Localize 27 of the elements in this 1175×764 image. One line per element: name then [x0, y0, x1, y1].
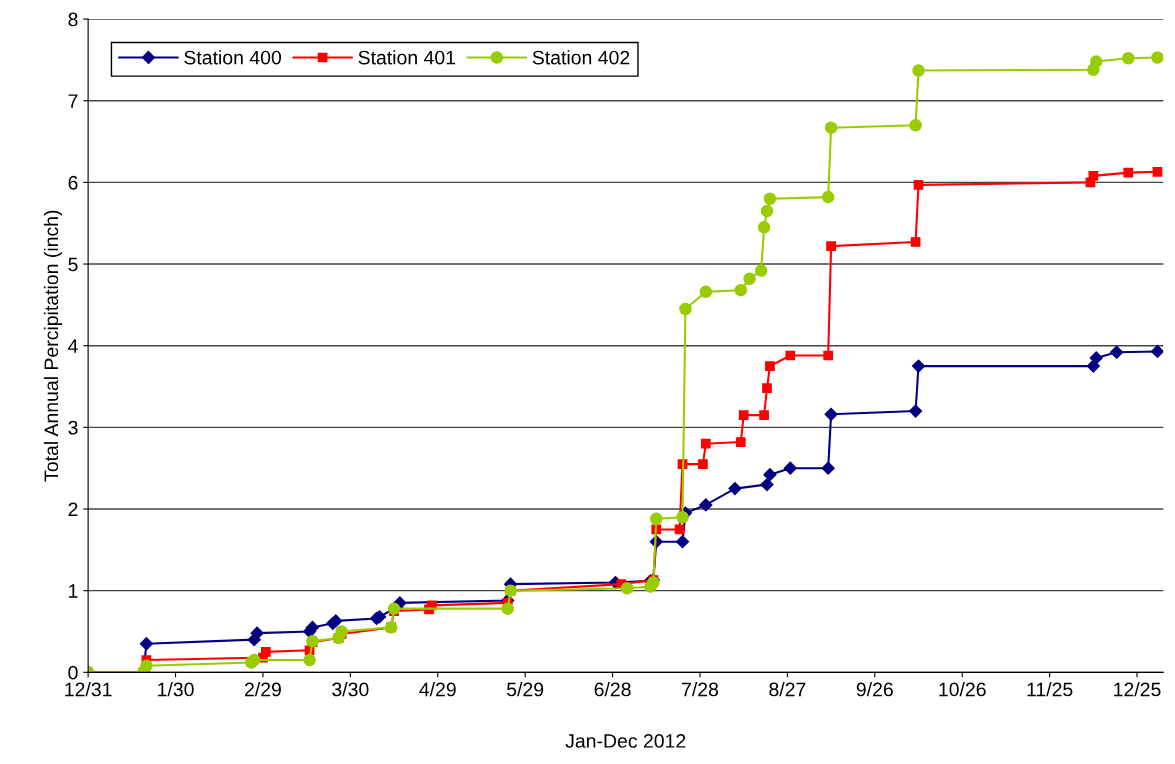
x-tick-label: 5/29	[507, 682, 544, 697]
y-axis-title: Total Annual Percipitation (inch)	[43, 210, 63, 482]
x-tick-label: 2/29	[245, 682, 281, 697]
y-tick-label: 2	[68, 502, 78, 517]
y-tick-label: 0	[68, 665, 78, 680]
y-tick-label: 1	[69, 584, 78, 598]
x-axis-title: Jan-Dec 2012	[565, 734, 686, 748]
y-tick-label: 6	[68, 175, 78, 190]
x-tick-label: 4/29	[419, 682, 456, 697]
y-tick-label: 4	[68, 339, 78, 353]
x-tick-label: 8/27	[769, 682, 806, 697]
legend-label: Station 400	[184, 50, 282, 65]
legend-label: Station 402	[532, 50, 630, 65]
x-tick-label: 1/30	[158, 682, 194, 697]
x-tick-label: 12/31	[65, 682, 112, 697]
legend-label: Station 401	[358, 50, 456, 65]
x-tick-label: 9/26	[856, 682, 893, 697]
x-tick-label: 12/25	[1114, 682, 1161, 697]
x-tick-label: 7/28	[682, 682, 719, 697]
x-tick-label: 6/28	[594, 682, 631, 697]
x-tick-label: 10/26	[939, 682, 986, 697]
y-tick-label: 7	[68, 94, 78, 108]
y-tick-label: 5	[68, 257, 78, 272]
x-tick-label: 3/30	[332, 682, 369, 697]
y-tick-label: 3	[68, 420, 78, 435]
x-tick-label: 11/25	[1027, 682, 1073, 697]
y-tick-label: 8	[68, 12, 78, 27]
